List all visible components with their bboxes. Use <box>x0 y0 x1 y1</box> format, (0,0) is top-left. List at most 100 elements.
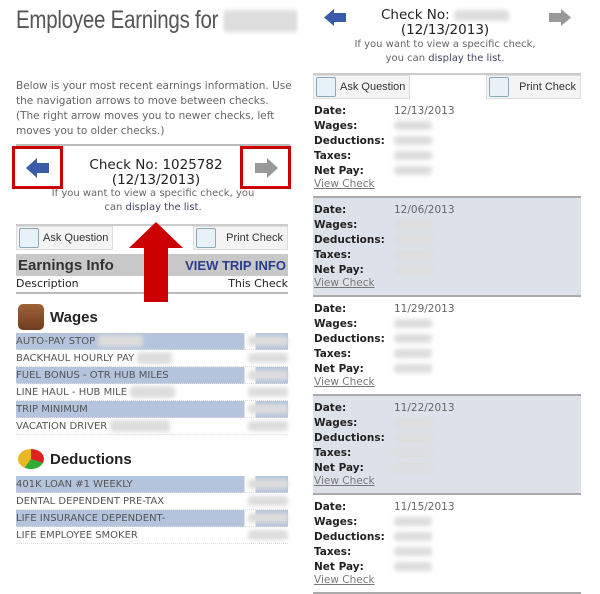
deductions-heading: Deductions <box>18 449 132 469</box>
check-navigation: Check No: 1025782 (12/13/2013) <box>12 144 291 189</box>
view-check-link[interactable]: View Check <box>314 178 375 190</box>
view-check-link[interactable]: View Check <box>314 574 375 586</box>
summary-wages: Wages: <box>314 316 581 331</box>
summary-taxes: Taxes: <box>314 544 581 559</box>
summary-deductions: Deductions: <box>314 430 581 445</box>
row-amount <box>248 353 288 363</box>
earnings-row: BACKHAUL HOURLY PAY <box>16 350 288 367</box>
view-check-link[interactable]: View Check <box>314 475 375 487</box>
earnings-row: FUEL BONUS - OTR HUB MILES <box>16 367 288 384</box>
summary-taxes: Taxes: <box>314 445 581 460</box>
summary-deductions: Deductions: <box>314 331 581 346</box>
summary-wages: Wages: <box>314 514 581 529</box>
summary-net_pay: Net Pay: <box>314 262 581 277</box>
row-amount <box>248 421 288 431</box>
wages-list: AUTO-PAY STOP BACKHAUL HOURLY PAY FUEL B… <box>16 333 288 435</box>
row-description: BACKHAUL HOURLY PAY <box>16 352 173 364</box>
summary-date: Date: 12/06/2013 <box>314 203 455 216</box>
row-amount <box>248 530 288 540</box>
earnings-row: LIFE INSURANCE DEPENDENT- <box>16 510 288 527</box>
check-summary: Date: 11/29/2013 Wages: Deductions: Taxes: Ne… <box>313 297 581 396</box>
printer-icon <box>489 77 510 97</box>
row-description: VACATION DRIVER <box>16 420 171 432</box>
display-list-link[interactable]: display the list <box>125 202 199 213</box>
check-list: Date: 12/13/2013 Wages: Deductions: Taxes: Ne… <box>313 99 581 594</box>
print-check-button[interactable]: Print Check <box>486 75 581 99</box>
earnings-row: TRIP MINIMUM <box>16 401 288 418</box>
earnings-row: DENTAL DEPENDENT PRE-TAX <box>16 493 288 510</box>
print-check-button[interactable]: Print Check <box>193 226 288 250</box>
summary-taxes: Taxes: <box>314 148 581 163</box>
summary-date: Date: 11/29/2013 <box>314 302 455 315</box>
summary-net_pay: Net Pay: <box>314 163 581 178</box>
next-check-button[interactable] <box>240 146 291 189</box>
wages-heading: Wages <box>18 304 98 330</box>
row-description: FUEL BONUS - OTR HUB MILES <box>16 369 169 381</box>
summary-net_pay: Net Pay: <box>314 361 581 376</box>
summary-taxes: Taxes: <box>314 247 581 262</box>
check-summary: Date: 12/06/2013 Wages: Deductions: Taxes: Ne… <box>313 198 581 297</box>
next-check-arrow-icon[interactable] <box>549 9 571 26</box>
earnings-row: AUTO-PAY STOP <box>16 333 288 350</box>
row-description: 401K LOAN #1 WEEKLY <box>16 478 133 490</box>
row-amount <box>248 496 288 506</box>
speech-bubble-icon <box>316 77 336 97</box>
row-description: LIFE INSURANCE DEPENDENT- <box>16 512 166 524</box>
ask-question-button[interactable]: Ask Question <box>313 75 411 99</box>
row-description: TRIP MINIMUM <box>16 403 88 415</box>
list-hint: If you want to view a specific check, yo… <box>354 39 536 64</box>
view-trip-info-link[interactable]: VIEW TRIP INFO <box>185 257 286 273</box>
check-number: Check No: <box>360 8 530 23</box>
annotation-arrow-up-icon <box>129 222 183 302</box>
arrow-left-icon <box>25 157 49 178</box>
summary-wages: Wages: <box>314 415 581 430</box>
summary-deductions: Deductions: <box>314 133 581 148</box>
earnings-row: 401K LOAN #1 WEEKLY <box>16 476 288 493</box>
printer-icon <box>196 228 217 248</box>
ask-question-button[interactable]: Ask Question <box>16 226 114 250</box>
row-description: LINE HAUL - HUB MILE <box>16 386 176 398</box>
wallet-icon <box>18 304 44 330</box>
row-description: DENTAL DEPENDENT PRE-TAX <box>16 495 165 507</box>
summary-date: Date: 11/22/2013 <box>314 401 455 414</box>
summary-deductions: Deductions: <box>314 232 581 247</box>
summary-net_pay: Net Pay: <box>314 460 581 475</box>
earnings-row: LINE HAUL - HUB MILE <box>16 384 288 401</box>
intro-text: Below is your most recent earnings infor… <box>16 80 292 137</box>
summary-date: Date: 11/15/2013 <box>314 500 455 513</box>
row-description: AUTO-PAY STOP <box>16 335 144 347</box>
row-amount <box>248 404 288 414</box>
summary-wages: Wages: <box>314 118 581 133</box>
check-toolbar: Ask Question Print Check <box>16 224 288 250</box>
row-amount <box>248 513 288 523</box>
summary-taxes: Taxes: <box>314 346 581 361</box>
previous-check-arrow-icon[interactable] <box>324 9 346 26</box>
redacted-name <box>223 10 298 33</box>
check-date: (12/13/2013) <box>111 172 201 188</box>
page-title: Employee Earnings for <box>16 6 298 35</box>
row-description: LIFE EMPLOYEE SMOKER <box>16 529 138 541</box>
speech-bubble-icon <box>19 228 39 248</box>
row-amount <box>248 336 288 346</box>
row-amount <box>248 370 288 380</box>
summary-net_pay: Net Pay: <box>314 559 581 574</box>
check-toolbar: Ask Question Print Check <box>313 73 581 99</box>
view-check-link[interactable]: View Check <box>314 376 375 388</box>
summary-wages: Wages: <box>314 217 581 232</box>
pie-chart-icon <box>18 449 44 469</box>
check-number: Check No: 1025782 <box>89 157 223 173</box>
earnings-info-header: Earnings Info VIEW TRIP INFO <box>16 254 288 276</box>
row-amount <box>248 387 288 397</box>
check-date: (12/13/2013) <box>400 22 490 38</box>
deductions-list: 401K LOAN #1 WEEKLY DENTAL DEPENDENT PRE… <box>16 476 288 544</box>
earnings-row: LIFE EMPLOYEE SMOKER <box>16 527 288 544</box>
check-summary: Date: 12/13/2013 Wages: Deductions: Taxes: Ne… <box>313 99 581 198</box>
arrow-right-icon <box>254 157 278 178</box>
list-hint: If you want to view a specific check, yo… <box>51 188 255 213</box>
row-amount <box>248 479 288 489</box>
previous-check-button[interactable] <box>12 146 63 189</box>
display-list-link[interactable]: display the list <box>428 53 502 64</box>
summary-date: Date: 12/13/2013 <box>314 104 455 117</box>
earnings-row: VACATION DRIVER <box>16 418 288 435</box>
view-check-link[interactable]: View Check <box>314 277 375 289</box>
